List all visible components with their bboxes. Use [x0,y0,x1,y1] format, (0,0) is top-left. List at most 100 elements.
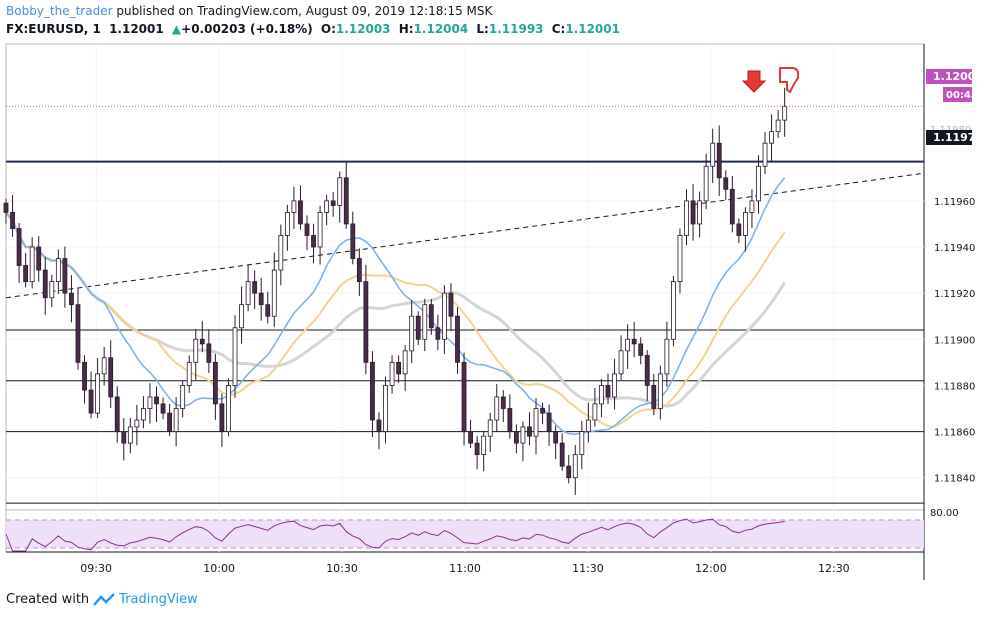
candle-body [625,338,631,352]
candle-body [356,258,362,283]
candle [461,352,467,446]
candle [186,355,192,393]
time-tick-label: 11:30 [572,562,604,575]
candle-body [435,327,441,340]
candle-body [762,142,768,167]
candle-body [330,200,336,206]
price-ticks: 1.11960 1.11940 1.11920 1.11900 1.11880 1.118… [934,197,975,485]
publish-line: Bobby_the_trader published on TradingVie… [6,4,492,18]
candle-body [324,200,330,213]
candle-body [618,350,624,375]
candle [448,283,454,332]
candle-body [160,403,166,414]
candle [442,285,447,354]
candle-body [42,269,48,299]
candle-body [657,373,663,409]
candle-body [389,361,395,386]
candle [330,192,336,217]
candle [749,189,755,229]
candle [762,132,768,175]
candle [212,353,218,420]
candle-body [559,442,565,467]
candle-body [697,200,702,225]
candle-body [206,343,212,363]
candle [23,253,29,288]
candle-body [23,265,29,283]
open-label: O: [320,22,336,36]
candle-body [533,408,539,437]
candle [559,433,565,471]
price-chart[interactable]: 1.11960 1.11940 1.11920 1.11900 1.11880 1.118… [0,0,988,590]
sell-arrow-icon [741,70,767,93]
candle [3,198,9,224]
candle-body [69,292,74,306]
high-label: H: [398,22,414,36]
candle [546,404,552,446]
candle [317,205,323,265]
candle-body [710,142,716,167]
candle [671,275,676,347]
candle [36,236,42,282]
candle-body [605,385,611,398]
candle [258,277,264,321]
candle-body [677,235,683,283]
current-price-tag [926,69,972,84]
candle [141,396,146,429]
candle-body [141,408,146,421]
candle-body [644,355,650,386]
candle-body [29,246,35,283]
candle-body [232,327,238,386]
close-label: C: [551,22,566,36]
candle-body [212,361,218,405]
tradingview-link[interactable]: TradingView [119,592,198,607]
candle-body [10,212,15,229]
footer: Created with TradingView [6,592,198,607]
candle-body [173,408,179,432]
candle-body [540,408,545,414]
candle-body [723,177,729,190]
candle [167,403,172,437]
candle [415,311,421,345]
price-tick-label: 1.11940 [934,243,975,254]
candle-body [468,431,473,444]
candle-body [428,304,434,329]
candle-body [226,385,231,432]
candle-body [513,431,519,444]
candle-body [756,165,761,202]
author-link[interactable]: Bobby_the_trader [6,4,113,18]
candle [481,431,487,472]
candle-body [337,177,343,206]
time-tick-label: 11:00 [449,562,481,575]
candle [265,291,271,324]
close-value: 1.12001 [565,22,620,36]
candle [690,183,696,241]
candle [455,307,460,374]
candle [409,300,415,364]
candle [520,421,526,462]
candle [474,436,480,470]
candle-body [311,235,316,248]
price-tick-label: 1.11840 [934,474,975,485]
candle-body [749,200,755,213]
last-price: 1.12001 [109,22,164,36]
candle-body [95,373,101,414]
time-tick-label: 12:00 [695,562,727,575]
candle [677,228,683,294]
candle [226,378,231,437]
candle [618,335,624,380]
candle-body [147,396,153,409]
candle [10,195,15,237]
candle [206,329,212,373]
candle-body [599,385,604,405]
candle [343,161,349,229]
candle [75,288,81,370]
trendline[interactable] [5,172,925,299]
candle [782,87,788,137]
candle-body [36,246,42,271]
candle-body [154,396,159,405]
candle-body [579,431,585,456]
candle [599,378,604,417]
candle-body [546,412,552,432]
candle [631,321,637,358]
candle [716,125,722,196]
